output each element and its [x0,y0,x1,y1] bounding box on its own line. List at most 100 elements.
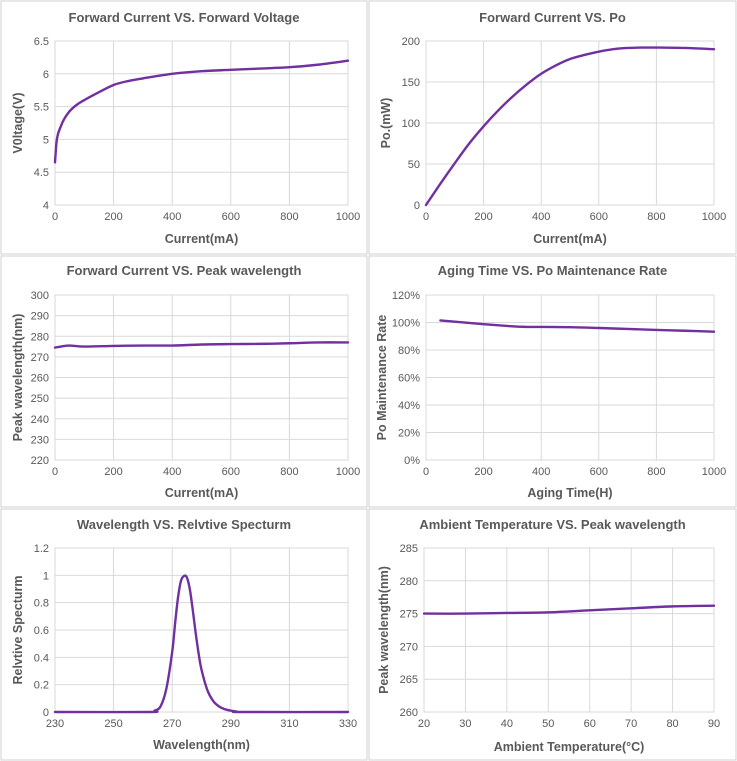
x-tick-label: 200 [104,466,122,478]
x-tick-label: 800 [647,211,665,223]
x-tick-label: 600 [222,211,240,223]
y-tick-label: 290 [31,311,49,323]
y-tick-label: 270 [400,641,418,653]
x-tick-label: 290 [222,718,240,730]
y-axis-label: Peak wavelength(nm) [377,566,391,694]
series-line [439,319,716,333]
x-tick-label: 400 [532,211,550,223]
plot-area [54,294,349,461]
x-tick-label: 250 [104,718,122,730]
chart-panel-3: Forward Current VS. Peak wavelength 220 23… [0,255,368,508]
y-tick-label: 5 [43,134,49,146]
x-tick-label: 0 [52,466,58,478]
y-tick-label: 275 [400,609,418,621]
y-axis-label: Peak wavelength(nm) [11,314,25,442]
x-tick-label: 200 [104,211,122,223]
y-tick-label: 40% [398,400,420,412]
y-tick-label: 5.5 [34,102,49,114]
chart-panel-4: Aging Time VS. Po Maintenance Rate 0% 20% 4… [368,255,737,508]
x-tick-label: 30 [459,718,471,730]
chart-title: Forward Current VS. Po [479,10,626,25]
y-tick-label: 0 [414,200,420,212]
y-axis-label: V0ltage(V) [11,92,25,153]
chart-title: Aging Time VS. Po Maintenance Rate [438,263,667,278]
y-tick-label: 80% [398,345,420,357]
x-tick-label: 1000 [336,466,360,478]
y-tick-label: 200 [402,36,420,48]
y-tick-label: 280 [31,331,49,343]
x-tick-label: 800 [280,211,298,223]
x-axis-label: Current(mA) [533,232,607,246]
x-tick-label: 1000 [336,211,360,223]
y-tick-label: 250 [31,393,49,405]
x-tick-label: 1000 [702,466,726,478]
x-axis-label: Current(mA) [165,232,239,246]
y-tick-label: 6 [43,69,49,81]
x-tick-label: 20 [418,718,430,730]
series-line [53,574,350,714]
y-tick-label: 285 [400,543,418,555]
y-tick-label: 260 [31,373,49,385]
y-tick-label: 150 [402,77,420,89]
x-tick-label: 0 [423,211,429,223]
y-tick-label: 6.5 [34,36,49,48]
panel-border [368,0,737,255]
chart-title: Wavelength VS. Relvtive Specturm [77,517,291,532]
x-tick-label: 600 [590,211,608,223]
x-tick-label: 200 [474,211,492,223]
x-axis-label: Aging Time(H) [527,486,612,500]
chart-panel-2: Forward Current VS. Po 0 50 100 150 200 0 200 40… [368,0,737,255]
x-tick-label: 800 [647,466,665,478]
chart-title: Ambient Temperature VS. Peak wavelength [419,517,685,532]
x-tick-label: 40 [501,718,513,730]
y-tick-label: 120% [392,290,420,302]
y-tick-label: 0.2 [34,680,49,692]
x-tick-label: 310 [280,718,298,730]
plot-area [425,40,715,206]
x-tick-label: 230 [46,718,64,730]
y-axis-label: Po Maintenance Rate [375,315,389,441]
y-tick-label: 260 [400,707,418,719]
chart-title: Forward Current VS. Forward Voltage [69,10,300,25]
y-tick-label: 4 [43,200,49,212]
x-tick-label: 400 [163,211,181,223]
chart-panel-6: Ambient Temperature VS. Peak wavelength2… [368,508,737,761]
y-tick-label: 0.8 [34,598,49,610]
y-tick-label: 1.2 [34,543,49,555]
x-tick-label: 270 [163,718,181,730]
x-tick-label: 1000 [702,211,726,223]
y-tick-label: 300 [31,290,49,302]
y-tick-label: 0.4 [34,652,49,664]
x-tick-label: 400 [532,466,550,478]
y-axis-label: Relvtive Specturm [11,575,25,684]
y-tick-label: 265 [400,674,418,686]
x-tick-label: 600 [222,466,240,478]
y-tick-label: 60% [398,373,420,385]
x-tick-label: 330 [339,718,357,730]
series-line [422,604,716,615]
y-tick-label: 4.5 [34,167,49,179]
x-tick-label: 60 [584,718,596,730]
x-axis-label: Wavelength(nm) [153,738,250,752]
plot-area [54,40,349,206]
y-tick-label: 280 [400,576,418,588]
chart-panel-1: Forward Current VS. Forward Voltage 4 4.5 5… [0,0,368,255]
plot-area [425,294,715,461]
y-tick-label: 0.6 [34,625,49,637]
y-tick-label: 100 [402,118,420,130]
x-tick-label: 90 [708,718,720,730]
x-tick-label: 600 [590,466,608,478]
x-tick-label: 800 [280,466,298,478]
x-tick-label: 0 [423,466,429,478]
y-tick-label: 220 [31,455,49,467]
panel-border [368,508,737,761]
plot-area [423,547,715,713]
x-tick-label: 50 [542,718,554,730]
y-tick-label: 1 [43,570,49,582]
x-tick-label: 70 [625,718,637,730]
y-tick-label: 50 [408,159,420,171]
x-tick-label: 200 [474,466,492,478]
plot-area [54,547,349,713]
y-axis-label: Po.(mW) [379,98,393,149]
